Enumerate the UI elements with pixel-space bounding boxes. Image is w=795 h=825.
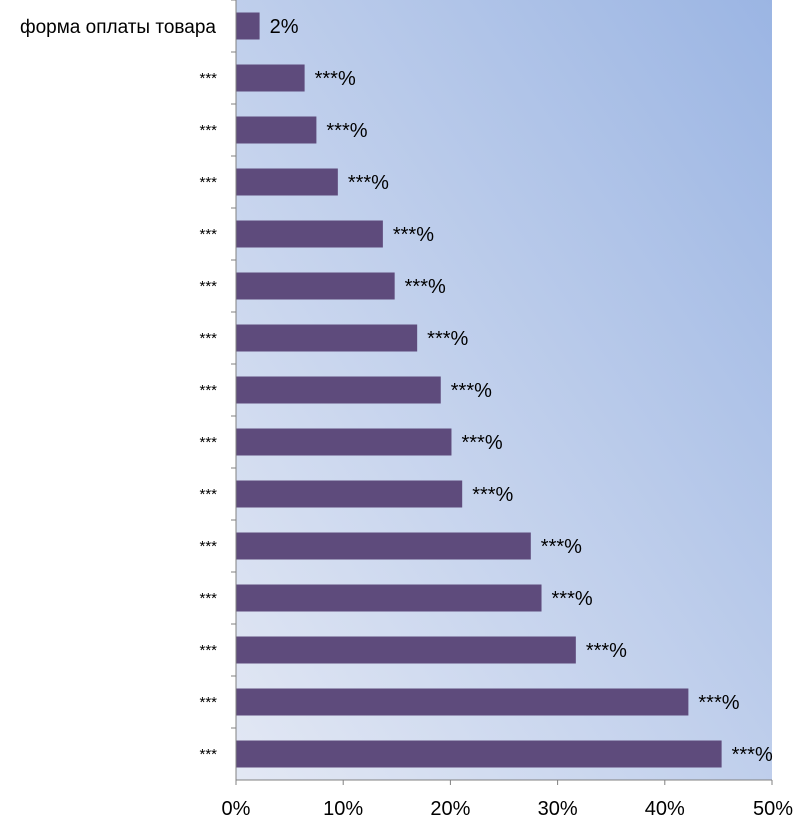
category-label: форма оплаты товара <box>20 17 216 38</box>
bar <box>236 12 260 40</box>
bar <box>236 532 531 560</box>
bar <box>236 636 576 664</box>
category-label: *** <box>199 70 217 87</box>
bar <box>236 116 317 144</box>
data-label: ***% <box>472 484 513 506</box>
category-label: *** <box>199 694 217 711</box>
data-label: ***% <box>427 328 468 350</box>
data-label: 2% <box>270 16 299 38</box>
bar <box>236 324 418 352</box>
bar <box>236 220 383 248</box>
data-label: ***% <box>326 120 367 142</box>
data-label: ***% <box>451 380 492 402</box>
category-label: *** <box>199 538 217 555</box>
x-tick-label: 0% <box>222 798 251 820</box>
bar <box>236 584 542 612</box>
bar <box>236 376 441 404</box>
data-label: ***% <box>698 692 739 714</box>
x-tick-label: 20% <box>430 798 470 820</box>
data-label: ***% <box>541 536 582 558</box>
category-label: *** <box>199 382 217 399</box>
bar <box>236 272 395 300</box>
category-label: *** <box>199 486 217 503</box>
category-label: *** <box>199 278 217 295</box>
data-label: ***% <box>393 224 434 246</box>
category-label: *** <box>199 642 217 659</box>
x-tick-label: 30% <box>538 798 578 820</box>
category-label: *** <box>199 330 217 347</box>
category-label: *** <box>199 434 217 451</box>
bar <box>236 168 338 196</box>
category-label: *** <box>199 590 217 607</box>
data-label: ***% <box>732 744 773 766</box>
bar <box>236 688 689 716</box>
category-label: *** <box>199 746 217 763</box>
x-tick-label: 50% <box>753 798 793 820</box>
bar <box>236 480 463 508</box>
data-label: ***% <box>348 172 389 194</box>
x-tick-label: 40% <box>645 798 685 820</box>
category-label: *** <box>199 174 217 191</box>
data-label: ***% <box>405 276 446 298</box>
data-label: ***% <box>552 588 593 610</box>
data-label: ***% <box>461 432 502 454</box>
x-tick-label: 10% <box>323 798 363 820</box>
bar <box>236 428 452 456</box>
data-label: ***% <box>586 640 627 662</box>
bar <box>236 740 722 768</box>
data-label: ***% <box>315 68 356 90</box>
category-label: *** <box>199 122 217 139</box>
bar <box>236 64 305 92</box>
category-label: *** <box>199 226 217 243</box>
